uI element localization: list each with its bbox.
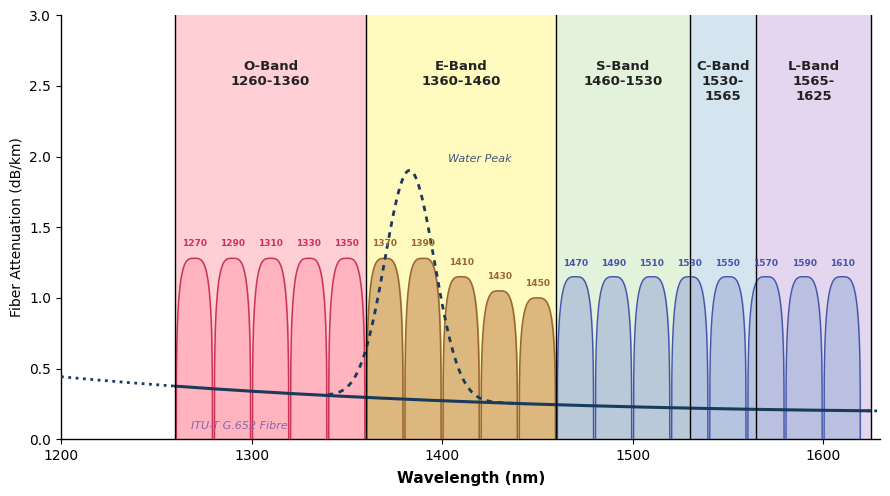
Text: 1270: 1270 <box>182 240 206 248</box>
Text: 1390: 1390 <box>410 240 435 248</box>
Text: C-Band
1530-
1565: C-Band 1530- 1565 <box>696 61 750 104</box>
Text: 1470: 1470 <box>562 259 588 268</box>
Bar <box>690 15 756 439</box>
X-axis label: Wavelength (nm): Wavelength (nm) <box>397 471 545 486</box>
Text: 1590: 1590 <box>791 259 816 268</box>
Bar <box>556 15 690 439</box>
Text: L-Band
1565-
1625: L-Band 1565- 1625 <box>788 61 839 104</box>
Text: 1450: 1450 <box>525 279 550 288</box>
Text: S-Band
1460-1530: S-Band 1460-1530 <box>584 61 663 88</box>
Text: 1530: 1530 <box>677 259 702 268</box>
Text: 1310: 1310 <box>258 240 283 248</box>
Text: E-Band
1360-1460: E-Band 1360-1460 <box>422 61 501 88</box>
Text: 1570: 1570 <box>754 259 779 268</box>
Text: 1370: 1370 <box>372 240 398 248</box>
Text: 1490: 1490 <box>601 259 626 268</box>
Text: 1330: 1330 <box>296 240 321 248</box>
Bar <box>366 15 556 439</box>
Text: 1350: 1350 <box>335 240 360 248</box>
Bar <box>756 15 870 439</box>
Text: 1550: 1550 <box>716 259 740 268</box>
Text: ITU-T G.652 Fibre: ITU-T G.652 Fibre <box>190 421 287 431</box>
Text: Water Peak: Water Peak <box>448 154 512 164</box>
Text: O-Band
1260-1360: O-Band 1260-1360 <box>231 61 311 88</box>
Y-axis label: Fiber Attenuation (dB/km): Fiber Attenuation (dB/km) <box>10 137 24 317</box>
Bar <box>175 15 366 439</box>
Text: 1430: 1430 <box>487 272 512 281</box>
Text: 1290: 1290 <box>220 240 245 248</box>
Text: 1510: 1510 <box>639 259 664 268</box>
Text: 1410: 1410 <box>449 258 473 267</box>
Text: 1610: 1610 <box>829 259 854 268</box>
